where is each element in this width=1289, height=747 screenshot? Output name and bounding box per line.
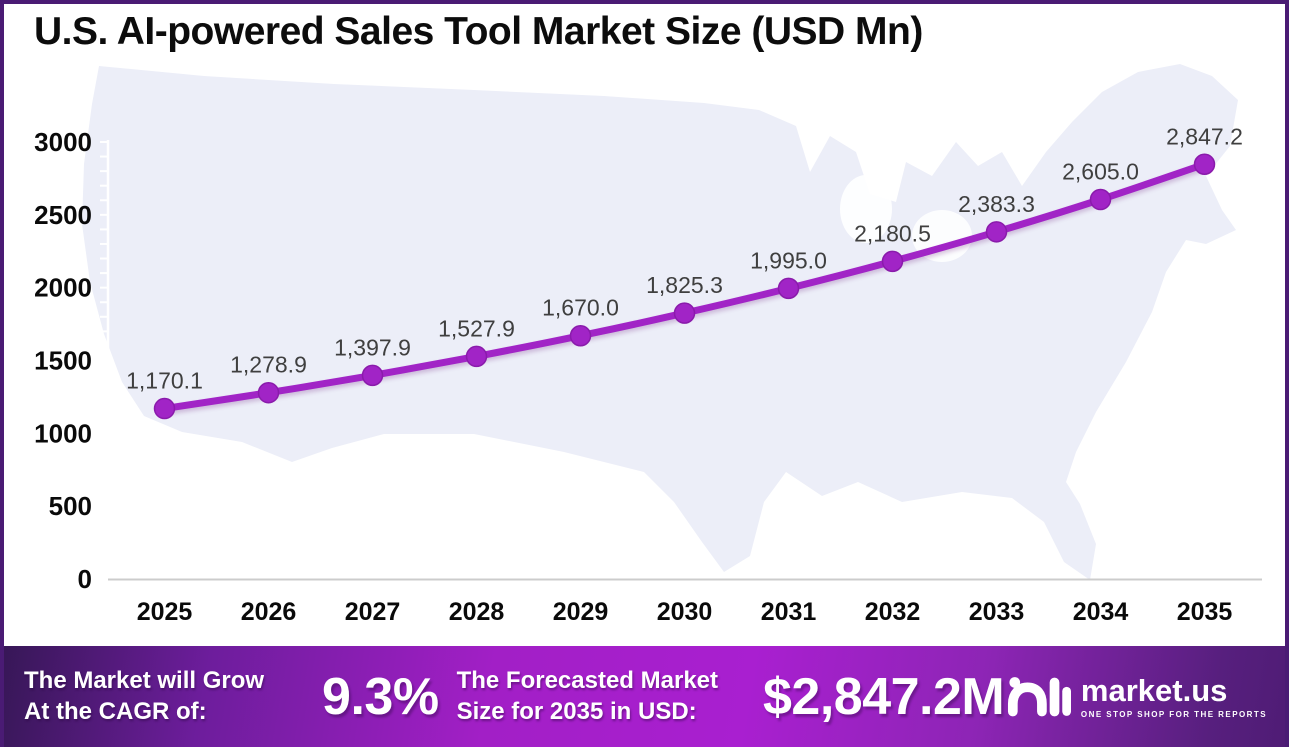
svg-text:2031: 2031 — [761, 598, 817, 626]
svg-text:1,527.9: 1,527.9 — [438, 315, 515, 341]
svg-text:500: 500 — [49, 491, 92, 521]
svg-text:2,383.3: 2,383.3 — [958, 191, 1035, 217]
cagr-label-line1: The Market will Grow — [24, 667, 265, 695]
forecast-label: The Forecasted Market Size for 2035 in U… — [457, 666, 718, 727]
svg-text:2033: 2033 — [969, 598, 1025, 626]
forecast-label-line1: The Forecasted Market — [456, 667, 718, 695]
logo-tagline: ONE STOP SHOP FOR THE REPORTS — [1080, 709, 1267, 719]
forecast-label-line2: Size for 2035 in USD: — [456, 697, 697, 725]
line-chart: 0 500 1000 1500 2000 2500 3000 2025 2026 2027 2028… — [34, 123, 1262, 626]
marketus-logo-text: market.us ONE STOP SHOP FOR THE REPORTS — [1081, 675, 1267, 719]
cagr-label-line2: At the CAGR of: — [24, 697, 207, 725]
svg-text:1,397.9: 1,397.9 — [334, 334, 411, 360]
svg-text:2,180.5: 2,180.5 — [854, 220, 931, 246]
svg-text:2028: 2028 — [449, 598, 505, 626]
chart-area: U.S. AI-powered Sales Tool Market Size (… — [4, 4, 1285, 650]
svg-text:2032: 2032 — [865, 598, 921, 626]
cagr-label: The Market will Grow At the CAGR of: — [24, 666, 264, 727]
svg-text:2025: 2025 — [137, 598, 193, 626]
footer-banner: The Market will Grow At the CAGR of: 9.3… — [4, 646, 1285, 747]
svg-text:2000: 2000 — [34, 273, 92, 303]
marketus-logo-icon — [1007, 676, 1071, 716]
svg-text:2030: 2030 — [657, 598, 713, 626]
svg-text:2027: 2027 — [345, 598, 401, 626]
marketus-logo: market.us ONE STOP SHOP FOR THE REPORTS — [1007, 672, 1269, 722]
svg-text:1500: 1500 — [34, 346, 92, 376]
svg-text:1000: 1000 — [34, 418, 92, 448]
svg-text:1,170.1: 1,170.1 — [126, 368, 203, 394]
svg-text:0: 0 — [78, 564, 92, 594]
svg-text:2034: 2034 — [1073, 598, 1129, 626]
page-title: U.S. AI-powered Sales Tool Market Size (… — [34, 10, 923, 53]
svg-text:3000: 3000 — [34, 127, 92, 157]
svg-text:2026: 2026 — [241, 598, 297, 626]
svg-text:2,605.0: 2,605.0 — [1062, 159, 1139, 185]
great-lakes-cutout — [840, 175, 892, 243]
svg-text:2500: 2500 — [34, 200, 92, 230]
forecast-value: $2,847.2M — [763, 667, 1005, 726]
svg-text:2035: 2035 — [1177, 598, 1233, 626]
svg-text:2,847.2: 2,847.2 — [1166, 123, 1243, 149]
cagr-value: 9.3% — [322, 667, 439, 726]
svg-text:1,278.9: 1,278.9 — [230, 352, 307, 378]
svg-text:2029: 2029 — [553, 598, 609, 626]
svg-text:1,995.0: 1,995.0 — [750, 247, 827, 273]
svg-text:1,670.0: 1,670.0 — [542, 295, 619, 321]
logo-wordmark: market.us — [1080, 672, 1228, 708]
svg-text:1,825.3: 1,825.3 — [646, 272, 723, 298]
